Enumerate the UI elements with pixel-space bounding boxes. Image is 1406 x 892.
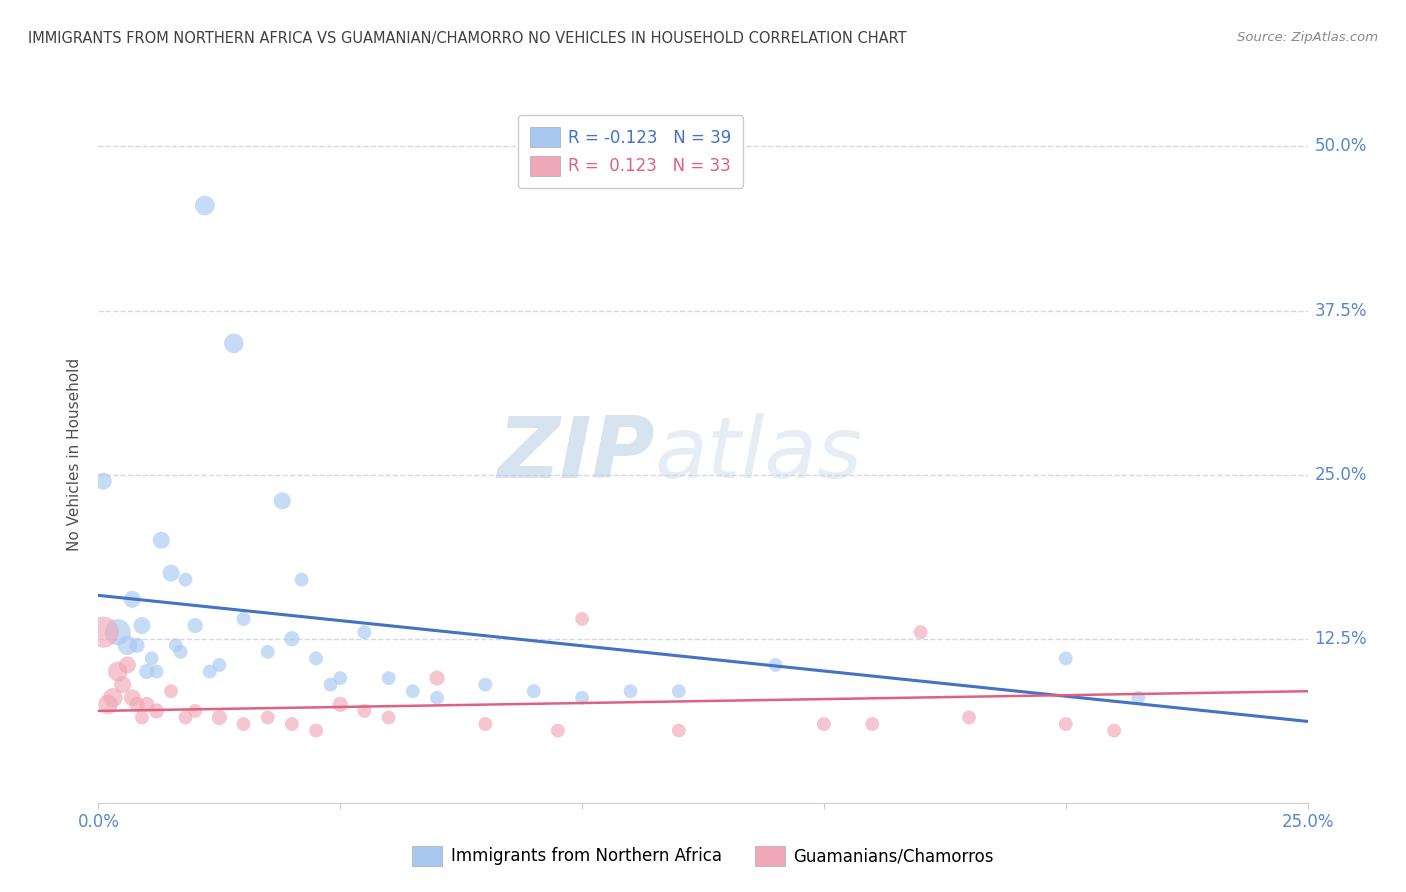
Point: [117, 657, 139, 672]
Point: [1102, 723, 1125, 738]
Point: [97, 698, 120, 712]
Point: [329, 671, 352, 685]
Point: [194, 198, 217, 212]
Point: [765, 657, 787, 672]
Point: [523, 684, 546, 698]
Point: [1054, 651, 1077, 665]
Point: [290, 573, 312, 587]
Point: [256, 645, 278, 659]
Point: [101, 690, 124, 705]
Point: [135, 698, 157, 712]
Point: [474, 717, 496, 731]
Point: [957, 710, 980, 724]
Text: Source: ZipAtlas.com: Source: ZipAtlas.com: [1237, 31, 1378, 45]
Point: [281, 717, 304, 731]
Text: 25.0%: 25.0%: [1315, 466, 1367, 483]
Point: [169, 645, 191, 659]
Text: 37.5%: 37.5%: [1315, 301, 1367, 319]
Point: [547, 723, 569, 738]
Text: atlas: atlas: [655, 413, 863, 497]
Point: [121, 690, 143, 705]
Point: [131, 710, 153, 724]
Text: 50.0%: 50.0%: [1315, 137, 1367, 155]
Point: [426, 671, 449, 685]
Point: [353, 704, 375, 718]
Point: [121, 592, 143, 607]
Point: [305, 723, 328, 738]
Point: [135, 665, 157, 679]
Point: [127, 698, 149, 712]
Point: [474, 678, 496, 692]
Point: [402, 684, 425, 698]
Point: [117, 638, 139, 652]
Point: [281, 632, 304, 646]
Point: [91, 625, 114, 640]
Point: [329, 698, 352, 712]
Point: [256, 710, 278, 724]
Point: [208, 657, 231, 672]
Point: [160, 566, 183, 580]
Point: [619, 684, 641, 698]
Point: [377, 710, 399, 724]
Point: [1054, 717, 1077, 731]
Point: [145, 665, 167, 679]
Point: [860, 717, 883, 731]
Point: [222, 336, 245, 351]
Point: [198, 665, 221, 679]
Y-axis label: No Vehicles in Household: No Vehicles in Household: [67, 359, 83, 551]
Point: [232, 717, 254, 731]
Point: [184, 618, 207, 632]
Point: [232, 612, 254, 626]
Point: [1128, 690, 1150, 705]
Point: [107, 665, 129, 679]
Point: [174, 710, 197, 724]
Point: [141, 651, 163, 665]
Point: [668, 684, 690, 698]
Text: ZIP: ZIP: [496, 413, 655, 497]
Point: [131, 618, 153, 632]
Point: [111, 678, 134, 692]
Text: 12.5%: 12.5%: [1315, 630, 1367, 648]
Point: [571, 612, 593, 626]
Point: [271, 494, 294, 508]
Point: [160, 684, 183, 698]
Legend: Immigrants from Northern Africa, Guamanians/Chamorros: Immigrants from Northern Africa, Guamani…: [404, 838, 1002, 874]
Point: [174, 573, 197, 587]
Point: [150, 533, 173, 548]
Point: [184, 704, 207, 718]
Point: [208, 710, 231, 724]
Point: [319, 678, 342, 692]
Point: [107, 625, 129, 640]
Point: [571, 690, 593, 705]
Point: [668, 723, 690, 738]
Point: [145, 704, 167, 718]
Text: IMMIGRANTS FROM NORTHERN AFRICA VS GUAMANIAN/CHAMORRO NO VEHICLES IN HOUSEHOLD C: IMMIGRANTS FROM NORTHERN AFRICA VS GUAMA…: [28, 31, 907, 46]
Point: [813, 717, 835, 731]
Point: [426, 690, 449, 705]
Point: [910, 625, 932, 640]
Point: [377, 671, 399, 685]
Point: [305, 651, 328, 665]
Point: [91, 474, 114, 488]
Point: [127, 638, 149, 652]
Point: [353, 625, 375, 640]
Point: [165, 638, 187, 652]
